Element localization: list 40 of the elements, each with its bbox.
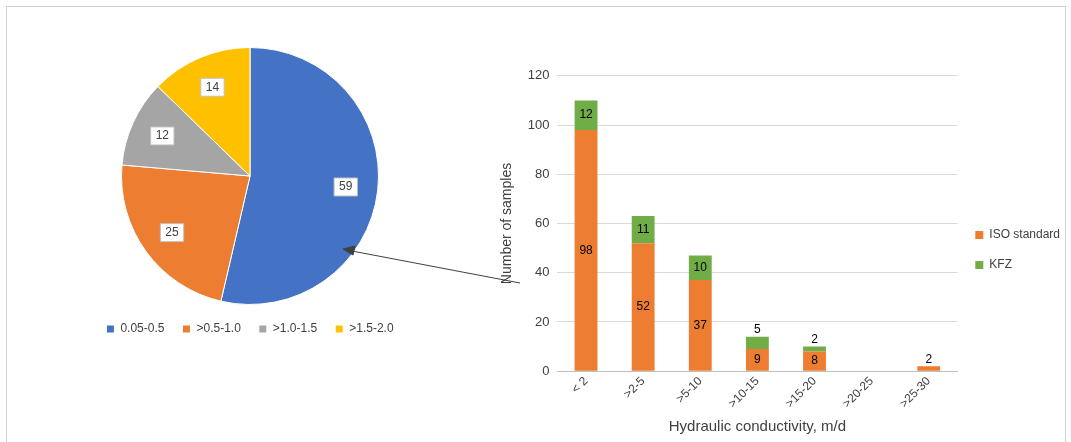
data-label: 9 xyxy=(754,352,762,367)
bar xyxy=(631,243,655,371)
legend-label: ISO standard xyxy=(989,227,1061,242)
data-label: 25 xyxy=(165,224,180,239)
bar xyxy=(688,255,712,281)
data-label: 5 xyxy=(754,322,762,337)
data-label: 52 xyxy=(636,299,651,314)
legend-label: 0.05-0.5 xyxy=(120,321,165,336)
bar xyxy=(631,216,655,244)
y-tick-label: 0 xyxy=(542,362,550,378)
data-label: 98 xyxy=(579,242,594,257)
y-axis-title: Number of samples xyxy=(498,162,515,285)
x-tick-label: < 2 xyxy=(568,373,591,396)
bar xyxy=(803,351,826,371)
data-label: 37 xyxy=(693,317,708,332)
y-tick-label: 40 xyxy=(535,264,550,280)
bar xyxy=(917,366,941,371)
y-tick-label: 80 xyxy=(535,165,550,181)
x-axis-title: Hydraulic conductivity, m/d xyxy=(668,417,847,435)
bar xyxy=(745,349,769,371)
legend-label: >1.5-2.0 xyxy=(349,321,394,336)
data-label: 2 xyxy=(811,331,819,346)
legend-label: KFZ xyxy=(989,257,1012,272)
data-label: 2 xyxy=(925,351,933,366)
data-label: 59 xyxy=(339,179,353,194)
y-tick-label: 100 xyxy=(527,116,550,132)
data-label: 12 xyxy=(579,107,594,122)
data-label: 10 xyxy=(693,260,708,275)
data-label: 11 xyxy=(636,221,650,236)
legend-label: >0.5-1.0 xyxy=(196,321,242,336)
bar xyxy=(688,280,712,371)
bar xyxy=(574,129,598,371)
data-label: 8 xyxy=(811,353,819,368)
data-label: 12 xyxy=(155,128,170,143)
y-tick-label: 20 xyxy=(535,313,550,329)
y-tick-label: 120 xyxy=(527,67,550,83)
legend-label: >1.0-1.5 xyxy=(272,321,318,336)
data-label: 14 xyxy=(205,79,220,94)
y-tick-label: 60 xyxy=(535,215,550,231)
bar xyxy=(745,336,769,350)
